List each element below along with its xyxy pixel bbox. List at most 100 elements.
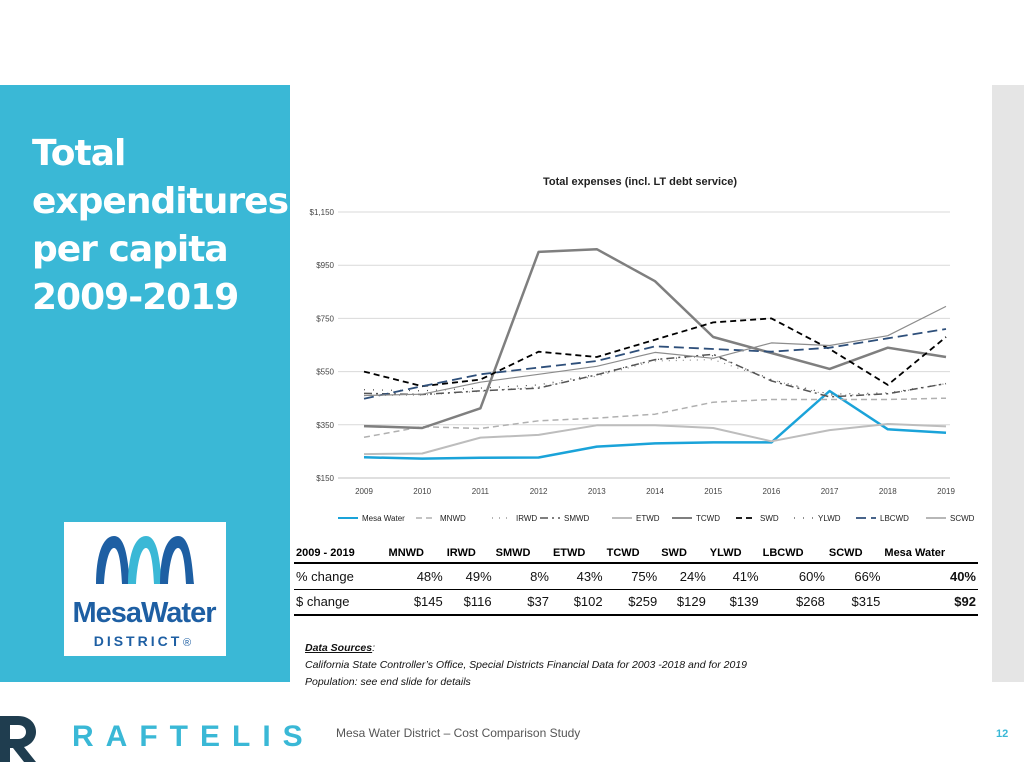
table-col-header: ETWD [550, 543, 605, 564]
right-gray-bar [992, 85, 1024, 682]
y-tick-label: $350 [316, 421, 334, 430]
table-cell: 24% [659, 563, 708, 590]
x-tick-label: 2014 [646, 487, 664, 496]
sources-line-1: California State Controller’s Office, Sp… [305, 659, 747, 671]
legend-label: MNWD [440, 514, 466, 523]
series-line-lbcwd [363, 328, 947, 400]
row-label: % change [294, 563, 387, 590]
table-cell: $37 [493, 589, 551, 616]
table-cell-mesa-water: $92 [882, 589, 978, 616]
table-cell: $145 [386, 589, 445, 616]
legend-label: ETWD [636, 514, 660, 523]
change-summary-table: 2009 - 2019 MNWD IRWD SMWD ETWD TCWD SWD… [294, 543, 978, 616]
table-cell: 8% [493, 563, 551, 590]
y-tick-label: $1,150 [310, 208, 335, 217]
logo-name-line2: DISTRICT [94, 633, 183, 649]
series-line-mnwd [363, 397, 947, 439]
chart-legend: Mesa Water MNWD IRWD SMWD ETWD TCWD SWD YLWD LBC… [338, 514, 975, 523]
title-line-3: per capita [32, 229, 229, 270]
title-line-4: 2009-2019 [32, 277, 239, 318]
legend-label: IRWD [516, 514, 537, 523]
table-cell: $259 [604, 589, 660, 616]
x-tick-label: 2015 [704, 487, 722, 496]
table-cell: 75% [604, 563, 660, 590]
data-sources: Data Sources: California State Controlle… [305, 640, 747, 691]
table-cell: $268 [760, 589, 827, 616]
series-line-swd [363, 317, 947, 388]
table-cell: $129 [659, 589, 708, 616]
table-col-header: YLWD [707, 543, 761, 564]
table-col-header: MNWD [386, 543, 445, 564]
expenses-line-chart: Total expenses (incl. LT debt service) $… [310, 176, 975, 523]
table-col-header: SCWD [826, 543, 883, 564]
series-line-mesa-water [363, 389, 947, 460]
table-cell: 48% [386, 563, 445, 590]
x-tick-label: 2017 [821, 487, 839, 496]
table-header-row: 2009 - 2019 MNWD IRWD SMWD ETWD TCWD SWD… [294, 543, 978, 564]
raftelis-brand: RAFTELIS [72, 720, 315, 753]
series-line-etwd [363, 423, 947, 456]
table-cell: 66% [826, 563, 883, 590]
logo-registered: ® [183, 637, 191, 649]
legend-label: LBCWD [880, 514, 909, 523]
table-col-header: SWD [659, 543, 708, 564]
table-cell: 60% [760, 563, 827, 590]
mesa-water-logo: MesaWater DISTRICT ® [64, 522, 226, 656]
table-cell: 43% [550, 563, 605, 590]
footer-caption: Mesa Water District – Cost Comparison St… [336, 726, 581, 740]
legend-label: SCWD [950, 514, 975, 523]
chart-gridlines [338, 211, 950, 479]
legend-label: Mesa Water [362, 514, 405, 523]
mesa-water-logo-icon: MesaWater DISTRICT ® [72, 536, 217, 649]
x-tick-label: 2011 [472, 487, 490, 496]
logo-name-line1: MesaWater [72, 597, 216, 629]
table-cell: $102 [550, 589, 605, 616]
series-line-tcwd [363, 247, 947, 430]
series-line-irwd [363, 359, 947, 397]
table-header-label: 2009 - 2019 [294, 543, 387, 564]
table-col-header: SMWD [493, 543, 551, 564]
table-row-percent-change: % change 48% 49% 8% 43% 75% 24% 41% 60% … [294, 563, 978, 590]
x-tick-label: 2010 [413, 487, 431, 496]
table-cell: 49% [444, 563, 494, 590]
table-col-header: LBCWD [760, 543, 827, 564]
table-cell: 41% [707, 563, 761, 590]
chart-axes: $150 $350 $550 $750 $950 $1,150 2009 2010 2011 20… [310, 208, 956, 496]
series-line-smwd [363, 353, 947, 398]
y-tick-label: $750 [316, 314, 334, 323]
table-col-header: Mesa Water [882, 543, 978, 564]
x-tick-label: 2012 [530, 487, 548, 496]
legend-label: TCWD [696, 514, 720, 523]
table-col-header: IRWD [444, 543, 494, 564]
table-col-header: TCWD [604, 543, 660, 564]
x-tick-label: 2016 [763, 487, 781, 496]
legend-label: SWD [760, 514, 779, 523]
x-tick-label: 2018 [879, 487, 897, 496]
x-tick-label: 2019 [937, 487, 955, 496]
table-cell-mesa-water: 40% [882, 563, 978, 590]
table-cell: $116 [444, 589, 494, 616]
sources-heading: Data Sources: [305, 640, 747, 657]
chart-title: Total expenses (incl. LT debt service) [543, 176, 737, 188]
title-line-1: Total [32, 133, 126, 174]
row-label: $ change [294, 589, 387, 616]
title-line-2: expenditures [32, 181, 289, 222]
y-tick-label: $150 [316, 474, 334, 483]
raftelis-r-icon [0, 716, 36, 762]
y-tick-label: $950 [316, 261, 334, 270]
slide-title: Total expenditures per capita 2009-2019 [32, 130, 289, 322]
table-cell: $315 [826, 589, 883, 616]
legend-label: SMWD [564, 514, 590, 523]
x-tick-label: 2013 [588, 487, 606, 496]
sources-line-2: Population: see end slide for details [305, 676, 471, 688]
x-tick-label: 2009 [355, 487, 373, 496]
table-row-dollar-change: $ change $145 $116 $37 $102 $259 $129 $1… [294, 589, 978, 616]
chart-series [363, 247, 947, 460]
sources-title-suffix: : [372, 642, 376, 654]
sources-title: Data Sources [305, 642, 373, 654]
series-line-scwd [363, 305, 947, 397]
page-number: 12 [996, 728, 1009, 740]
legend-label: YLWD [818, 514, 841, 523]
table-cell: $139 [707, 589, 761, 616]
